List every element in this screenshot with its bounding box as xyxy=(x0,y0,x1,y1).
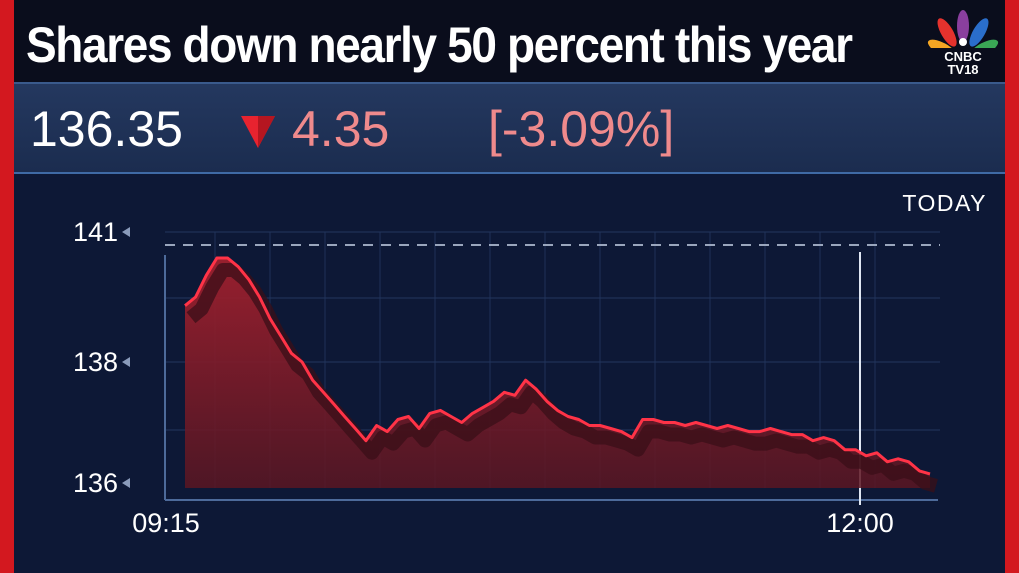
left-accent-bar xyxy=(0,0,14,573)
price-ticker: 136.35 4.35 [-3.09%] xyxy=(14,82,1005,174)
chart-period-label: TODAY xyxy=(902,190,987,216)
price-line xyxy=(184,256,931,476)
down-triangle-icon xyxy=(241,116,275,148)
price-change: 4.35 xyxy=(292,101,390,157)
cnbc-tv18-logo: CNBC TV18 xyxy=(927,8,999,78)
headline-title: Shares down nearly 50 percent this year xyxy=(26,17,853,73)
right-accent-bar xyxy=(1005,0,1019,573)
y-tick-label: 136 xyxy=(73,468,118,498)
logo-line1: CNBC xyxy=(944,49,982,64)
current-price: 136.35 xyxy=(30,101,183,157)
logo-line2: TV18 xyxy=(947,62,979,77)
price-line-shadow xyxy=(186,263,938,493)
headline-banner: Shares down nearly 50 percent this year … xyxy=(14,0,1005,82)
y-tick-marker xyxy=(122,357,130,367)
price-change-percent: [-3.09%] xyxy=(488,101,675,157)
y-tick-label: 138 xyxy=(73,347,118,377)
y-tick-marker xyxy=(122,478,130,488)
x-tick-label: 12:00 xyxy=(826,508,894,538)
y-tick-marker xyxy=(122,227,130,237)
x-tick-label: 09:15 xyxy=(132,508,200,538)
y-tick-label: 141 xyxy=(73,217,118,247)
